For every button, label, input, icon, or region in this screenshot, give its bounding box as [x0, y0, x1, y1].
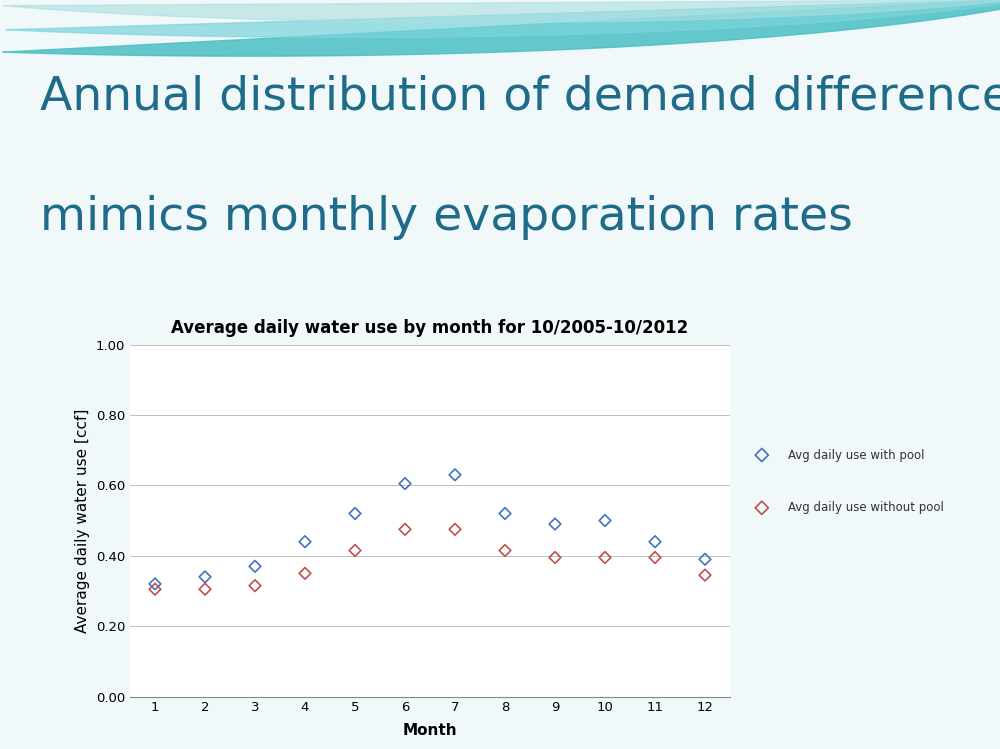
Avg daily use without pool	[497, 545, 513, 557]
Avg daily use with pool	[247, 560, 263, 572]
Polygon shape	[3, 0, 1000, 22]
Avg daily use with pool	[197, 571, 213, 583]
Avg daily use without pool	[247, 580, 263, 592]
Avg daily use without pool	[697, 569, 713, 581]
Avg daily use without pool	[547, 551, 563, 563]
Avg daily use without pool	[447, 524, 463, 536]
Title: Average daily water use by month for 10/2005-10/2012: Average daily water use by month for 10/…	[171, 319, 689, 338]
Polygon shape	[6, 0, 1000, 37]
Avg daily use with pool	[447, 469, 463, 481]
Avg daily use with pool	[347, 508, 363, 520]
Avg daily use without pool	[297, 568, 313, 580]
Avg daily use without pool	[197, 583, 213, 595]
Avg daily use with pool	[547, 518, 563, 530]
Avg daily use without pool	[147, 583, 163, 595]
Avg daily use with pool	[147, 578, 163, 590]
Text: Avg daily use without pool: Avg daily use without pool	[788, 501, 944, 515]
Text: mimics monthly evaporation rates: mimics monthly evaporation rates	[40, 195, 853, 240]
Avg daily use with pool	[697, 554, 713, 565]
Text: Annual distribution of demand differences: Annual distribution of demand difference…	[40, 75, 1000, 120]
X-axis label: Month: Month	[403, 723, 457, 738]
Avg daily use with pool	[497, 508, 513, 520]
Y-axis label: Average daily water use [ccf]: Average daily water use [ccf]	[75, 408, 90, 633]
Avg daily use with pool	[647, 536, 663, 548]
Avg daily use with pool	[297, 536, 313, 548]
Avg daily use without pool	[647, 551, 663, 563]
Avg daily use without pool	[347, 545, 363, 557]
Avg daily use with pool	[597, 515, 613, 527]
Polygon shape	[3, 0, 1000, 56]
Avg daily use with pool	[397, 478, 413, 490]
Avg daily use without pool	[397, 524, 413, 536]
Text: Avg daily use with pool: Avg daily use with pool	[788, 449, 925, 461]
Avg daily use without pool	[597, 551, 613, 563]
